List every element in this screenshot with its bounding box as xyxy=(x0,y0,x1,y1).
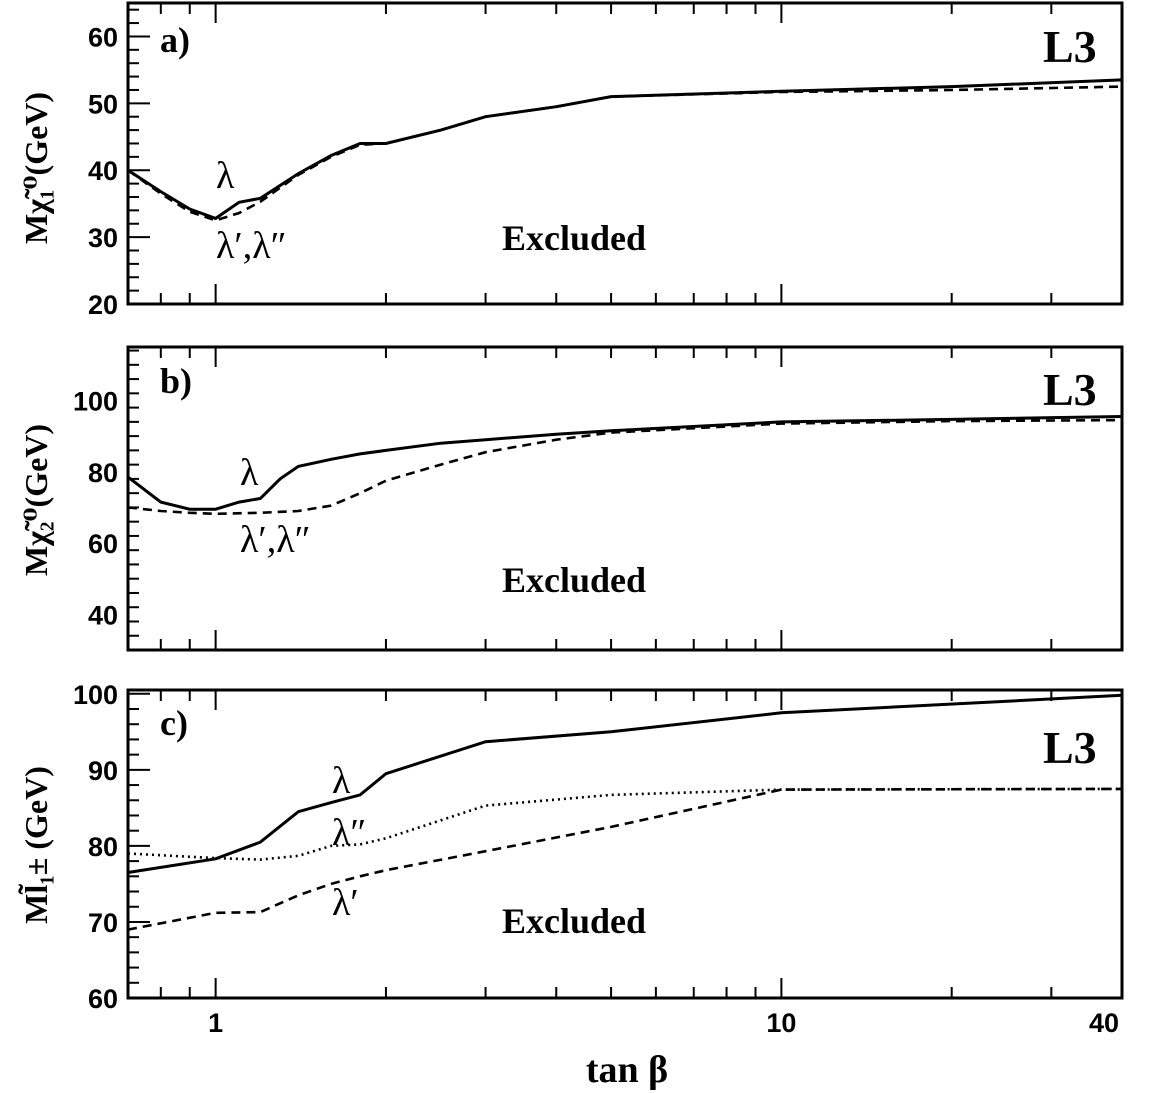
panel-a-annotation-lambda-prime-double-prime: λ′,λ″ xyxy=(216,225,287,267)
panel-b-experiment-label: L3 xyxy=(1043,364,1097,415)
panel-a-y-tick-label: 20 xyxy=(88,290,118,320)
panel-b-y-tick-label: 80 xyxy=(88,458,118,488)
panel-c-annotation-lambda-double-prime: λ″ xyxy=(332,812,366,854)
panel-c-experiment-label: L3 xyxy=(1043,722,1097,773)
panel-c-dashed-line xyxy=(127,787,1123,931)
panel-a-dashed-line xyxy=(127,85,1123,222)
panel-a-experiment-label: L3 xyxy=(1043,21,1097,72)
panel-c-y-tick-label: 70 xyxy=(88,908,118,938)
panel-a-ticks: 20 30 40 50 60 xyxy=(88,3,1123,320)
x-axis-label: tan β xyxy=(586,1049,668,1091)
panel-b-ticks: 40 60 80 100 xyxy=(73,347,1123,651)
panel-a-y-tick-label: 50 xyxy=(88,89,118,119)
panel-c-y-tick-label: 80 xyxy=(88,832,118,862)
x-tick-label: 40 xyxy=(1089,1008,1119,1038)
panel-a-frame xyxy=(126,1,1124,306)
panel-c-label: c) xyxy=(160,703,188,743)
panel-a-y-tick-label: 30 xyxy=(88,223,118,253)
panel-b-y-tick-label: 100 xyxy=(73,386,118,416)
panel-b-annotation-lambda: λ xyxy=(240,452,259,494)
panel-b-y-axis-label: Mχ̃₂⁰(GeV) xyxy=(18,424,54,576)
panel-a-excluded-label: Excluded xyxy=(502,218,646,258)
panel-c-y-tick-label: 60 xyxy=(88,984,118,1014)
panel-c-frame xyxy=(126,688,1124,1000)
panel-b: 40 60 80 100 b) L3 Excluded λ λ′,λ″ Mχ̃₂⁰(G… xyxy=(18,345,1124,652)
panel-c-series xyxy=(127,693,1123,931)
panel-a-y-tick-label: 40 xyxy=(88,156,118,186)
panel-b-y-tick-label: 60 xyxy=(88,529,118,559)
panel-b-solid-line xyxy=(127,415,1123,511)
panel-b-label: b) xyxy=(160,361,192,401)
panel-b-frame xyxy=(126,345,1124,652)
panel-c-y-tick-label: 100 xyxy=(73,680,118,710)
panel-a-solid-line xyxy=(127,78,1123,221)
panel-c-y-tick-label: 90 xyxy=(88,756,118,786)
panel-b-excluded-label: Excluded xyxy=(502,560,646,600)
panel-a: 20 30 40 50 60 a) L3 Excluded λ λ′,λ″ Mχ̃₁⁰(… xyxy=(18,1,1124,320)
panel-c-excluded-label: Excluded xyxy=(502,901,646,941)
panel-c-annotation-lambda: λ xyxy=(332,760,351,802)
panel-c-annotation-lambda-prime: λ′ xyxy=(332,882,359,924)
panel-b-y-tick-label: 40 xyxy=(88,600,118,630)
panel-c-y-axis-label: Ml̃₁± (GeV) xyxy=(18,766,54,924)
panel-c-solid-line xyxy=(127,693,1123,874)
x-tick-label: 10 xyxy=(766,1008,796,1038)
panel-b-series xyxy=(127,415,1123,516)
x-tick-label: 1 xyxy=(208,1008,223,1038)
panel-a-annotation-lambda: λ xyxy=(216,155,235,197)
panel-a-label: a) xyxy=(160,20,190,60)
panel-a-y-axis-label: Mχ̃₁⁰(GeV) xyxy=(18,92,54,244)
panel-b-annotation-lambda-prime-double-prime: λ′,λ″ xyxy=(240,519,311,561)
panel-b-dashed-line xyxy=(127,418,1123,516)
panel-a-series xyxy=(127,78,1123,222)
panel-a-y-tick-label: 60 xyxy=(88,22,118,52)
